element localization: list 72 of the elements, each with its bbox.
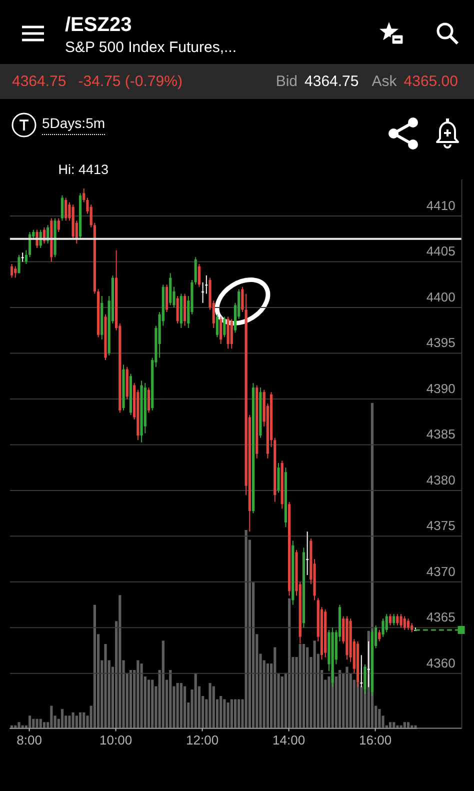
bar bbox=[162, 640, 164, 728]
bar bbox=[60, 708, 64, 728]
bar bbox=[226, 702, 230, 728]
bar bbox=[266, 663, 270, 728]
bar bbox=[136, 660, 140, 728]
bar bbox=[288, 598, 291, 728]
y-tick-label: 4385 bbox=[426, 426, 456, 442]
text: 4365.00 bbox=[404, 73, 458, 90]
text: -34.75 (-0.79%) bbox=[78, 73, 182, 90]
bar bbox=[298, 644, 302, 728]
annotation: Hi: 4413 bbox=[58, 162, 108, 178]
bar bbox=[313, 640, 316, 728]
bar bbox=[212, 686, 215, 728]
bar bbox=[176, 682, 179, 728]
text: 4364.75 bbox=[12, 73, 66, 90]
bar bbox=[78, 712, 82, 728]
bar bbox=[151, 679, 154, 728]
x-tick-label: 16:00 bbox=[359, 732, 392, 748]
y-tick-label: 4375 bbox=[426, 518, 456, 534]
y-tick-label: 4405 bbox=[426, 244, 456, 259]
bar bbox=[208, 682, 212, 728]
bar bbox=[169, 670, 172, 728]
y-tick-label: 4380 bbox=[426, 472, 456, 488]
chart-title: /ESZ23 bbox=[65, 14, 132, 36]
bar bbox=[230, 698, 233, 728]
x-tick-label: 10:00 bbox=[100, 732, 132, 748]
x-tick-label: 12:00 bbox=[186, 732, 219, 748]
bar bbox=[75, 715, 78, 728]
bar bbox=[72, 712, 74, 728]
bar bbox=[223, 698, 226, 728]
y-tick-label: 4365 bbox=[426, 610, 456, 625]
bar bbox=[104, 644, 107, 728]
bar bbox=[360, 686, 363, 728]
text: 5Days:5m bbox=[42, 115, 106, 131]
bar bbox=[180, 682, 182, 728]
bar bbox=[118, 594, 122, 728]
bar bbox=[328, 676, 330, 728]
bar bbox=[346, 666, 348, 728]
y-tick-label: 4360 bbox=[426, 655, 456, 670]
bar bbox=[82, 712, 86, 728]
bar bbox=[140, 663, 143, 728]
x-tick-label: 8:00 bbox=[16, 732, 42, 748]
chart-subtitle: S&P 500 Index Futures,... bbox=[65, 39, 236, 56]
bar bbox=[378, 708, 381, 728]
bar bbox=[93, 604, 96, 728]
bar bbox=[234, 698, 237, 728]
text: Ask bbox=[372, 73, 397, 90]
y-tick-label: 4395 bbox=[426, 335, 456, 350]
bar bbox=[244, 530, 248, 728]
y-tick-label: 4400 bbox=[426, 289, 456, 304]
text: 4364.75 bbox=[304, 73, 359, 90]
bar bbox=[280, 676, 284, 728]
bar bbox=[18, 722, 20, 728]
bar bbox=[194, 672, 197, 728]
bar bbox=[184, 686, 186, 728]
y-tick-label: 4410 bbox=[426, 198, 456, 213]
bar bbox=[68, 715, 71, 728]
bar bbox=[50, 705, 53, 728]
x-tick-label: 14:00 bbox=[272, 732, 306, 748]
bar bbox=[338, 670, 342, 728]
text: Bid bbox=[276, 73, 298, 90]
bar bbox=[28, 715, 32, 728]
bar bbox=[306, 646, 309, 728]
bar bbox=[238, 698, 240, 728]
y-tick-label: 4390 bbox=[426, 380, 456, 396]
y-tick-label: 4370 bbox=[426, 564, 456, 579]
bar bbox=[302, 644, 306, 728]
bar bbox=[129, 670, 132, 728]
bar bbox=[220, 696, 222, 728]
bar bbox=[36, 718, 38, 728]
bar bbox=[147, 679, 150, 728]
bar bbox=[274, 646, 276, 728]
